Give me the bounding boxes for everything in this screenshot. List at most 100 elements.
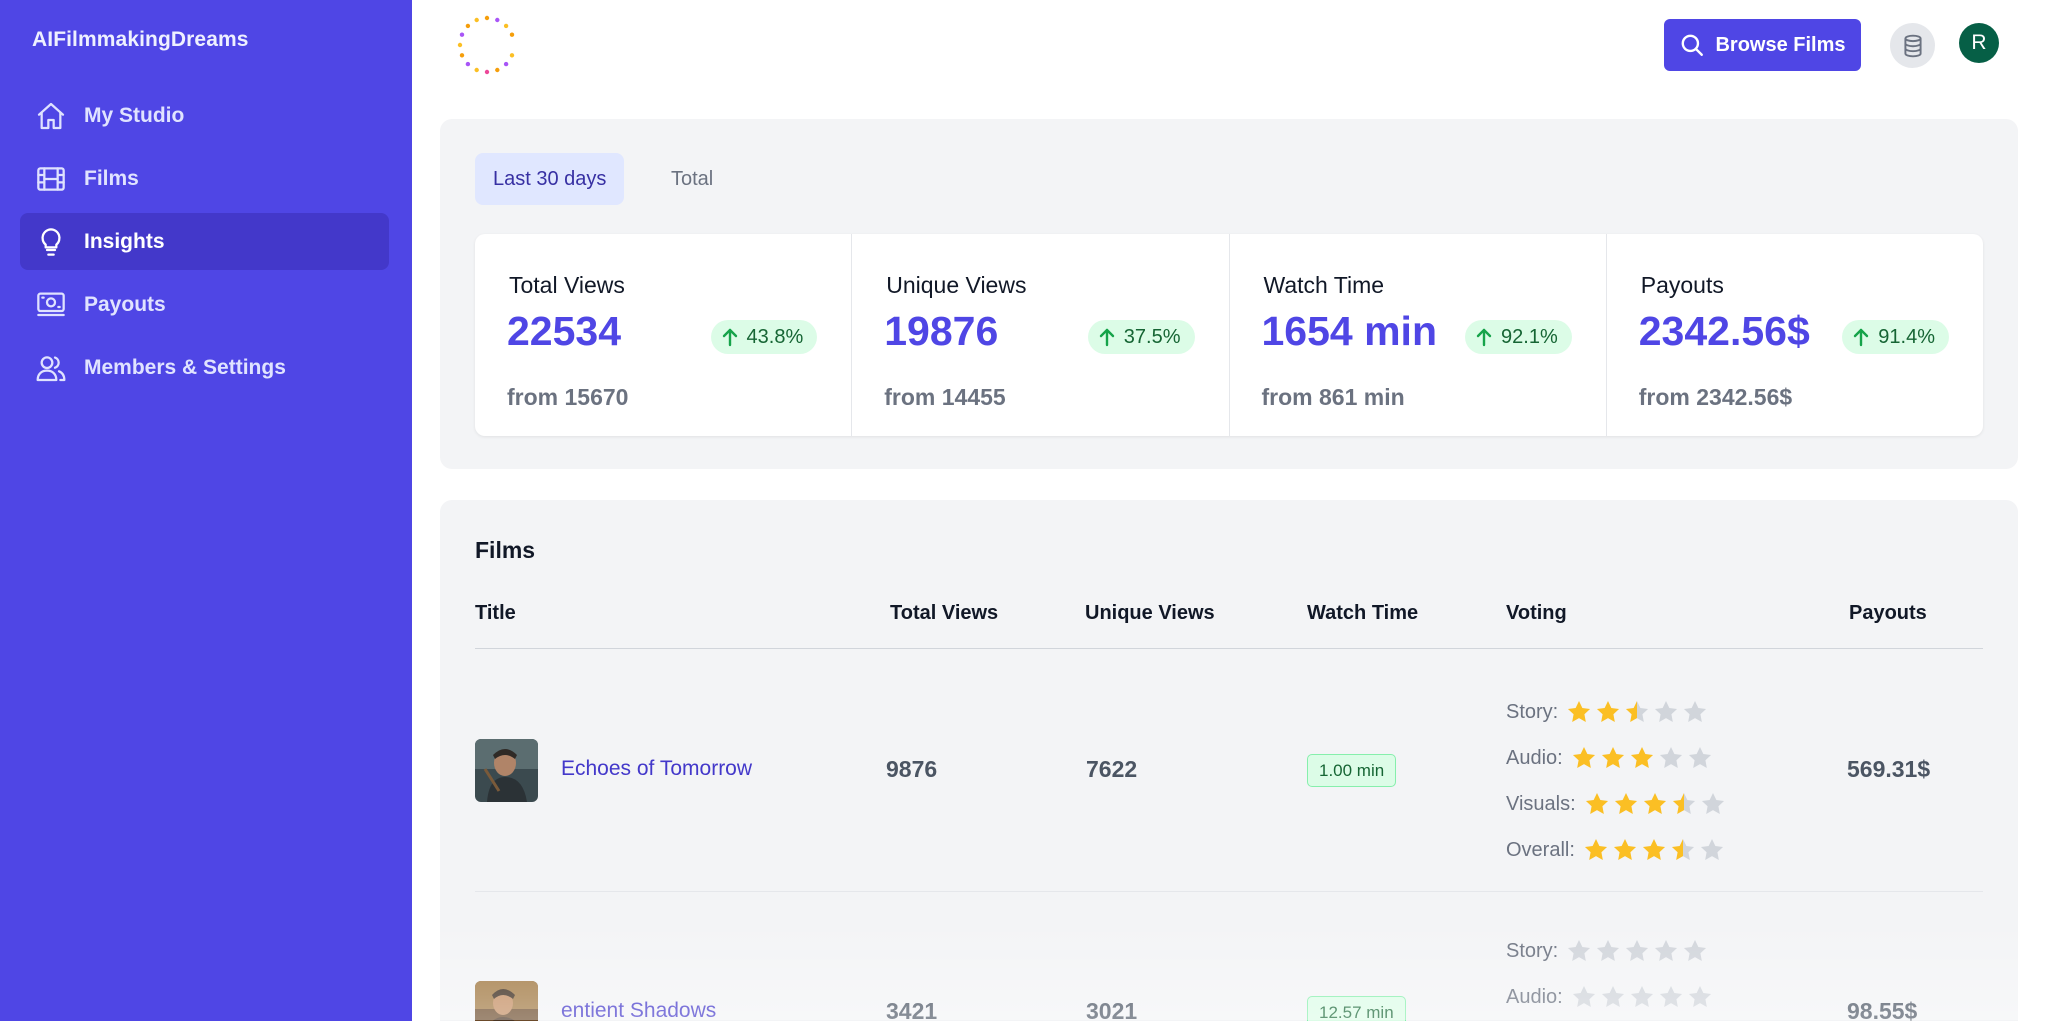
arrow-up-icon	[1099, 328, 1114, 347]
star-rating[interactable]	[1571, 984, 1716, 1010]
star-rating[interactable]	[1566, 938, 1711, 964]
star-empty-icon[interactable]	[1700, 791, 1726, 817]
vote-label: Audio:	[1506, 746, 1563, 769]
star-filled-icon[interactable]	[1571, 745, 1597, 771]
sidebar-item-my-studio[interactable]: My Studio	[20, 87, 389, 144]
watch-time-badge: 12.57 min	[1307, 996, 1406, 1021]
arrow-up-icon	[1854, 328, 1869, 347]
star-filled-icon[interactable]	[1583, 837, 1609, 863]
banknote-icon	[34, 288, 68, 322]
stat-value: 2342.56$	[1638, 308, 1810, 354]
stats-panel: Last 30 days Total Total Views 22534 43.…	[440, 119, 2018, 469]
column-header-payouts: Payouts	[1849, 602, 1927, 624]
star-empty-icon[interactable]	[1699, 837, 1725, 863]
sidebar-item-label: Payouts	[84, 292, 166, 316]
tab-total[interactable]: Total	[671, 167, 714, 190]
payout-value: 569.31$	[1847, 756, 1931, 782]
star-filled-icon[interactable]	[1566, 699, 1592, 725]
stat-watch-time: Watch Time 1654 min 92.1% from 861 min	[1230, 234, 1607, 436]
stat-change-badge: 43.8%	[710, 320, 818, 354]
vote-label: Story:	[1506, 939, 1559, 962]
films-section-title: Films	[475, 537, 536, 563]
avatar[interactable]: R	[1959, 23, 1999, 63]
column-header-unique-views: Unique Views	[1085, 602, 1215, 624]
star-half-icon[interactable]	[1670, 837, 1696, 863]
database-icon	[1903, 34, 1922, 57]
sidebar-item-films[interactable]: Films	[20, 150, 389, 207]
database-button[interactable]	[1890, 23, 1935, 68]
browse-films-button[interactable]: Browse Films	[1664, 19, 1861, 71]
stat-change: 37.5%	[1123, 325, 1181, 348]
sidebar-item-payouts[interactable]: Payouts	[20, 276, 389, 333]
stats-card: Total Views 22534 43.8% from 15670 Uniqu…	[475, 234, 1983, 436]
sidebar-item-insights[interactable]: Insights	[20, 213, 389, 270]
star-filled-icon[interactable]	[1629, 745, 1655, 771]
total-views-value: 3421	[879, 986, 937, 1021]
search-icon	[1682, 34, 1704, 56]
star-empty-icon[interactable]	[1687, 745, 1713, 771]
star-rating[interactable]	[1571, 745, 1716, 771]
stat-change: 43.8%	[746, 325, 804, 348]
star-filled-icon[interactable]	[1600, 745, 1626, 771]
stat-label: Unique Views	[886, 272, 1027, 298]
column-header-watch-time: Watch Time	[1307, 602, 1419, 624]
users-icon	[34, 351, 68, 385]
film-thumbnail[interactable]	[475, 981, 538, 1021]
film-title-link[interactable]: entient Shadows	[561, 999, 717, 1021]
vote-story: Story:	[1506, 699, 1711, 725]
stat-from: from 15670	[507, 384, 629, 410]
loading-spinner-icon	[456, 14, 518, 76]
film-thumbnail[interactable]	[475, 739, 538, 802]
star-empty-icon[interactable]	[1595, 938, 1621, 964]
row-divider	[475, 891, 1983, 892]
stat-value: 19876	[884, 308, 999, 354]
star-empty-icon[interactable]	[1600, 984, 1626, 1010]
star-empty-icon[interactable]	[1682, 938, 1708, 964]
stat-total-views: Total Views 22534 43.8% from 15670	[475, 234, 853, 436]
star-empty-icon[interactable]	[1624, 938, 1650, 964]
unique-views-value: 3021	[1079, 986, 1137, 1021]
brand-name: AIFilmmakingDreams	[32, 28, 249, 51]
payout-value: 98.55$	[1847, 998, 1918, 1021]
star-empty-icon[interactable]	[1571, 984, 1597, 1010]
star-empty-icon[interactable]	[1629, 984, 1655, 1010]
browse-films-label: Browse Films	[1715, 33, 1846, 56]
star-filled-icon[interactable]	[1612, 837, 1638, 863]
star-filled-icon[interactable]	[1584, 791, 1610, 817]
column-header-voting: Voting	[1506, 602, 1567, 624]
star-rating[interactable]	[1566, 699, 1711, 725]
column-header-title: Title	[475, 602, 516, 624]
vote-audio: Audio:	[1506, 984, 1716, 1010]
stat-from: from 861 min	[1261, 384, 1405, 410]
vote-label: Overall:	[1506, 838, 1575, 861]
star-empty-icon[interactable]	[1658, 984, 1684, 1010]
sidebar-item-members-settings[interactable]: Members & Settings	[20, 339, 389, 396]
star-empty-icon[interactable]	[1658, 745, 1684, 771]
star-empty-icon[interactable]	[1653, 938, 1679, 964]
sidebar-item-label: Insights	[84, 229, 165, 253]
star-half-icon[interactable]	[1671, 791, 1697, 817]
films-panel: Films Title Total Views Unique Views Wat…	[440, 500, 2018, 1021]
vote-label: Visuals:	[1506, 792, 1576, 815]
star-empty-icon[interactable]	[1653, 699, 1679, 725]
star-filled-icon[interactable]	[1613, 791, 1639, 817]
sidebar-item-label: Members & Settings	[84, 355, 286, 379]
stat-label: Payouts	[1640, 272, 1724, 298]
table-header-divider	[475, 648, 1983, 649]
star-empty-icon[interactable]	[1682, 699, 1708, 725]
stat-change-badge: 37.5%	[1087, 320, 1195, 354]
star-rating[interactable]	[1584, 791, 1729, 817]
star-filled-icon[interactable]	[1595, 699, 1621, 725]
star-empty-icon[interactable]	[1566, 938, 1592, 964]
star-filled-icon[interactable]	[1642, 791, 1668, 817]
star-empty-icon[interactable]	[1687, 984, 1713, 1010]
stat-from: from 14455	[884, 384, 1006, 410]
star-filled-icon[interactable]	[1641, 837, 1667, 863]
tab-last-30-days[interactable]: Last 30 days	[475, 153, 625, 205]
sidebar-item-label: Films	[84, 166, 139, 190]
star-rating[interactable]	[1583, 837, 1728, 863]
film-title-link[interactable]: Echoes of Tomorrow	[561, 757, 753, 780]
star-half-icon[interactable]	[1624, 699, 1650, 725]
film-icon	[34, 162, 68, 196]
watch-time-badge: 1.00 min	[1307, 754, 1397, 787]
